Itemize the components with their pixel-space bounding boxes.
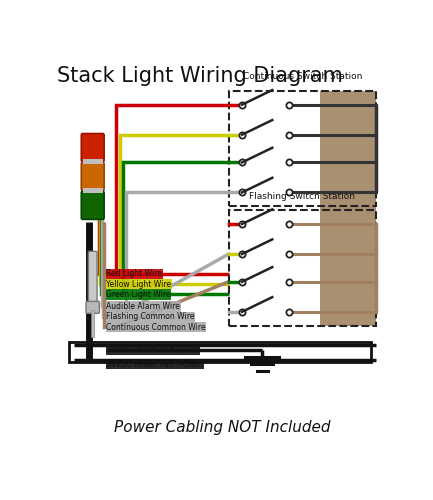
Text: Yellow Light Wire: Yellow Light Wire — [106, 280, 171, 288]
Text: Audible Alarm Wire: Audible Alarm Wire — [106, 302, 180, 311]
FancyBboxPatch shape — [81, 134, 104, 162]
Text: Continuous Common Wire: Continuous Common Wire — [106, 322, 206, 332]
Bar — [91, 310, 94, 337]
FancyBboxPatch shape — [81, 192, 104, 220]
Text: Flashing Common Wire: Flashing Common Wire — [106, 312, 195, 322]
Bar — [83, 160, 103, 164]
FancyBboxPatch shape — [88, 252, 97, 308]
Text: 24VDC Power Pair (-GND): 24VDC Power Pair (-GND) — [106, 360, 204, 368]
Text: Stack Light Wiring Diagram: Stack Light Wiring Diagram — [58, 66, 343, 86]
Text: Continuous Switch Station: Continuous Switch Station — [243, 72, 362, 81]
Bar — [229, 210, 376, 326]
Text: Power Cabling NOT Included: Power Cabling NOT Included — [113, 420, 330, 436]
Bar — [83, 188, 103, 193]
Bar — [320, 91, 376, 326]
FancyBboxPatch shape — [86, 302, 100, 314]
Bar — [69, 342, 371, 362]
Text: Red Light Wire: Red Light Wire — [106, 269, 162, 278]
Bar — [229, 91, 376, 206]
Text: Green Light Wire: Green Light Wire — [106, 290, 171, 299]
Text: Flashing Switch Station: Flashing Switch Station — [249, 192, 355, 200]
Text: 24VDC Power Pair (+24): 24VDC Power Pair (+24) — [106, 345, 199, 354]
FancyBboxPatch shape — [81, 162, 104, 190]
Bar — [114, 304, 120, 318]
